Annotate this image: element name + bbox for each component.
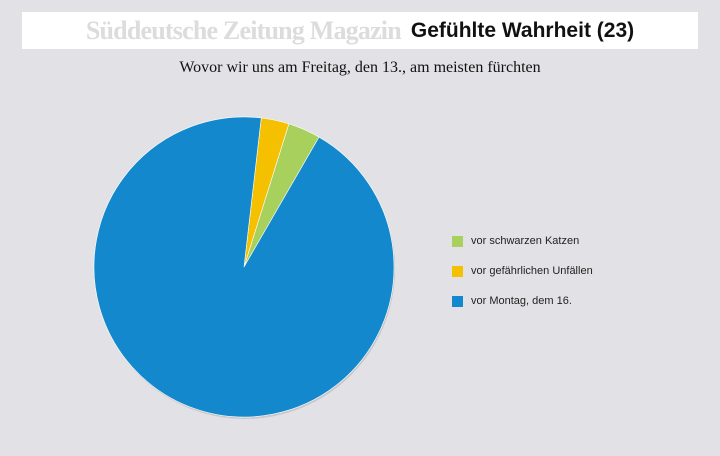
- chart-title: Wovor wir uns am Freitag, den 13., am me…: [179, 59, 541, 76]
- legend-label: vor schwarzen Katzen: [471, 235, 580, 247]
- legend-item-1: vor schwarzen Katzen: [452, 232, 593, 250]
- legend-item-2: vor gefährlichen Unfällen: [452, 262, 593, 280]
- legend-item-3: vor Montag, dem 16.: [452, 292, 593, 310]
- series-title: Gefühlte Wahrheit (23): [410, 18, 635, 42]
- legend-label: vor gefährlichen Unfällen: [471, 265, 593, 277]
- legend-label: vor Montag, dem 16.: [471, 295, 572, 307]
- legend-swatch: [452, 265, 463, 277]
- brand-logo: Süddeutsche Zeitung Magazin: [85, 15, 402, 45]
- legend-swatch: [452, 235, 463, 247]
- legend: vor schwarzen Katzen vor gefährlichen Unf…: [452, 232, 593, 322]
- legend-swatch: [452, 295, 463, 307]
- header-bar: Süddeutsche Zeitung Magazin Gefühlte Wah…: [22, 12, 698, 49]
- pie-slice-3: [93, 116, 395, 418]
